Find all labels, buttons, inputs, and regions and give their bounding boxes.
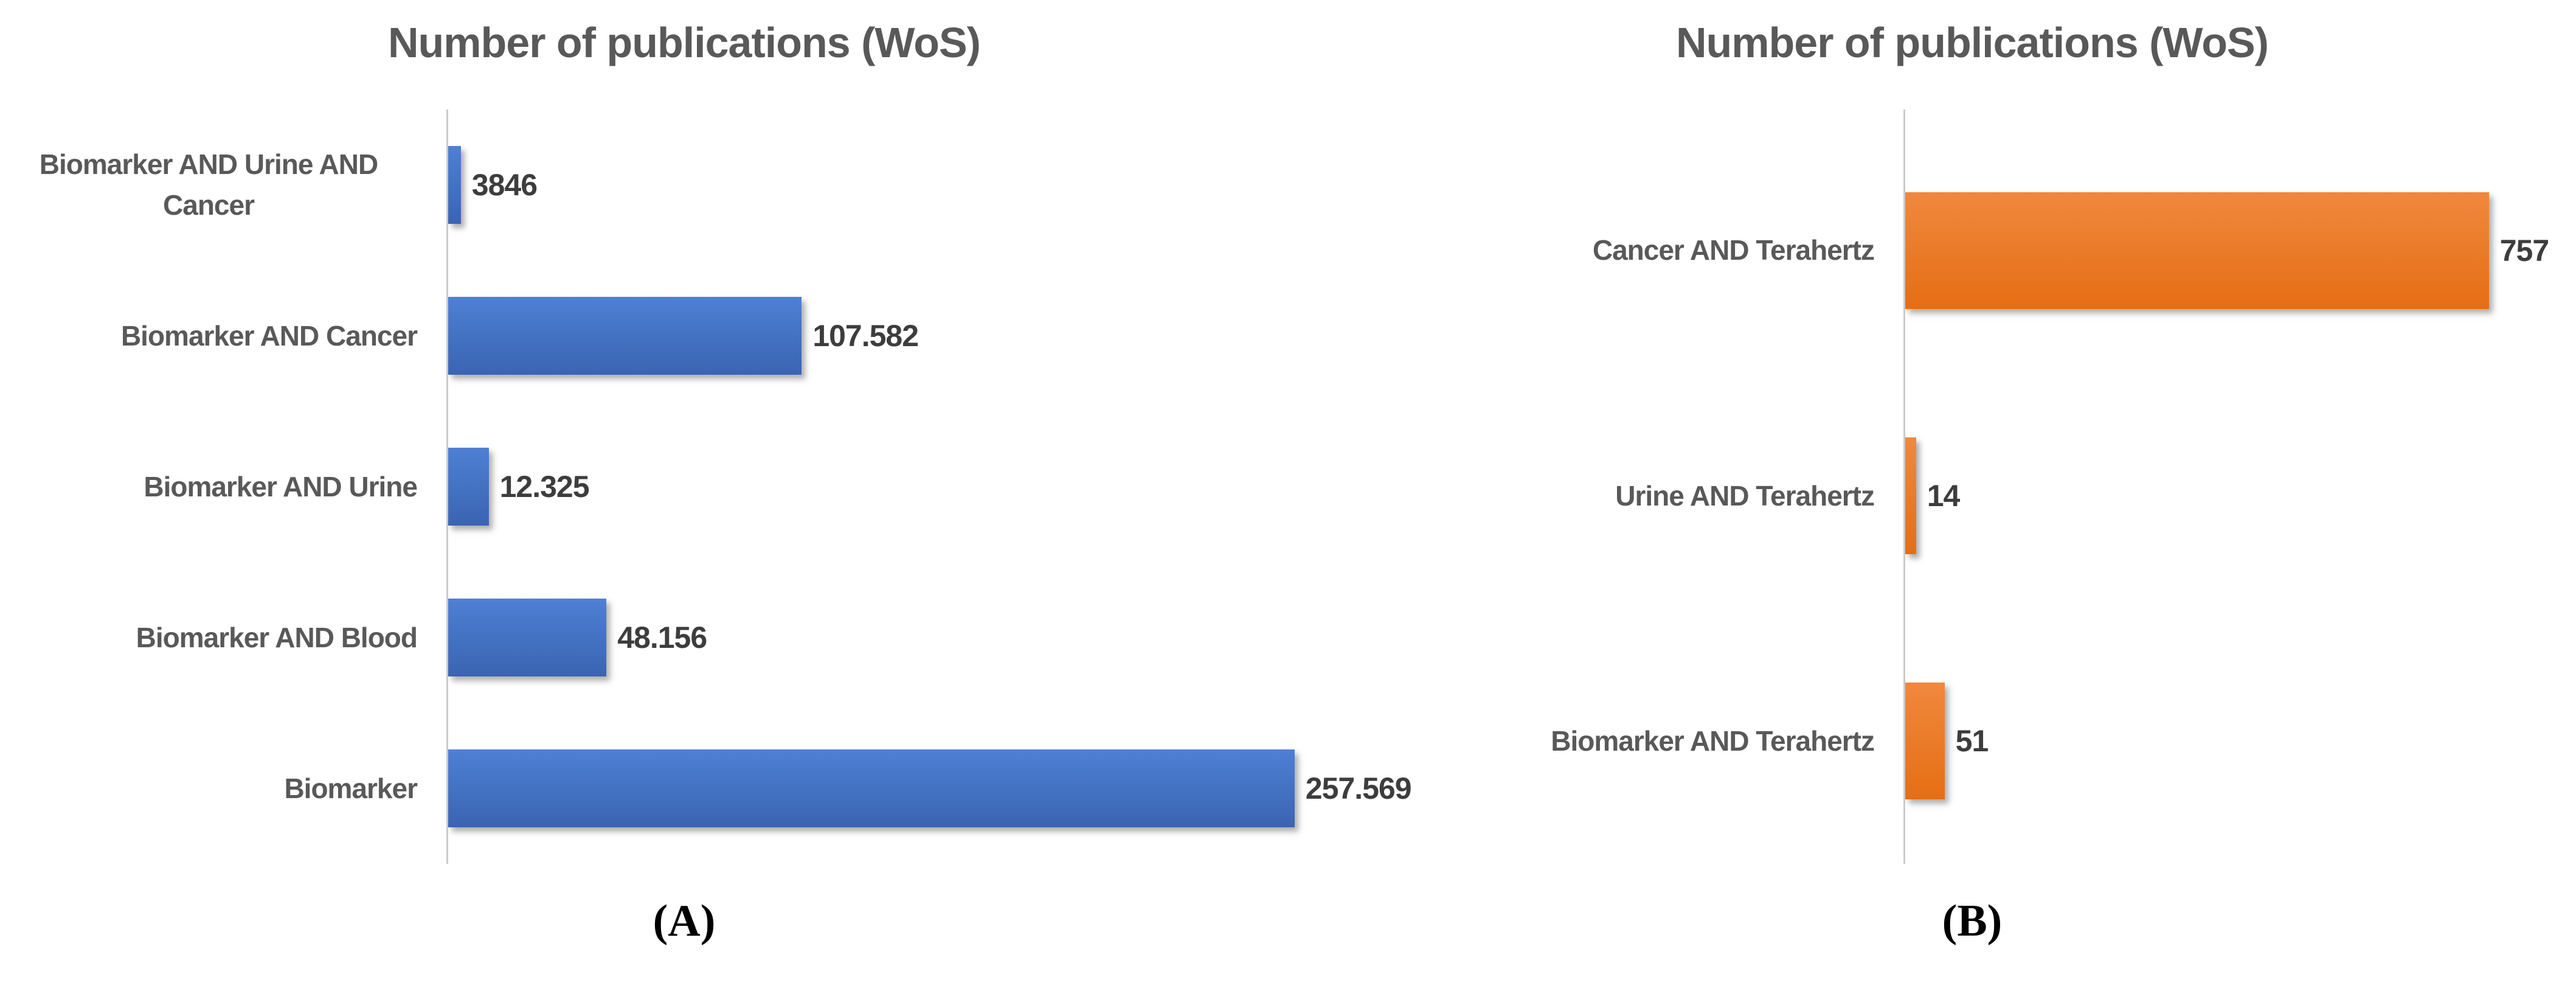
category-label: Biomarker AND Urine [144,470,418,502]
category-label: Biomarker [284,772,418,804]
category-label: Biomarker AND Cancer [120,319,418,352]
bar-track: 14 [1903,373,2576,618]
bar [1905,192,2489,309]
chart-title: Number of publications (WoS) [1675,19,2269,66]
chart-title: Number of publications (WoS) [387,19,981,66]
value-label: 14 [1927,478,1961,513]
chart-panel-b: Number of publications (WoS) Cancer AND … [1368,0,2576,994]
chart-panel-a: Number of publications (WoS) Biomarker A… [0,19,1412,946]
vertical-axis-line [1903,109,1905,864]
category-label: Urine AND Terahertz [1615,479,1875,512]
value-label: 257.569 [1305,771,1412,805]
bar-track: 3846 [446,109,1368,260]
bar-row: Biomarker AND Urine AND Cancer 3846 [0,109,1368,260]
bar-track: 12.325 [446,411,1368,562]
category-label: Biomarker AND Urine AND Cancer [39,148,378,221]
chart-plot-area: Cancer AND Terahertz 757 Urine AND Terah… [1368,109,2576,864]
bar-row: Cancer AND Terahertz 757 [1368,128,2576,373]
bar-row: Biomarker 257.569 [0,713,1412,864]
bar [448,749,1295,827]
value-label: 48.156 [617,620,707,655]
bar [448,146,461,224]
bar [448,448,489,526]
bar-track: 51 [1903,619,2576,864]
value-label: 107.582 [812,319,919,353]
bar-row: Biomarker AND Cancer 107.582 [0,260,1368,411]
value-label: 3846 [471,168,538,202]
bar-track: 48.156 [446,562,1368,713]
chart-plot-area: Biomarker AND Urine AND Cancer 3846 Biom… [0,109,1412,864]
bar-row: Biomarker AND Terahertz 51 [1368,619,2576,864]
bar-track: 257.569 [446,713,1412,864]
bar [1905,683,1945,800]
bar-track: 757 [1903,128,2576,373]
bar-row: Biomarker AND Urine 12.325 [0,411,1368,562]
bar [1905,437,1916,554]
value-label: 757 [2499,233,2549,268]
category-label: Biomarker AND Blood [136,621,418,653]
panel-label-b: (B) [1942,896,2003,946]
bar [448,297,802,375]
category-label: Cancer AND Terahertz [1592,234,1875,266]
vertical-axis-line [446,109,448,864]
bar-track: 107.582 [446,260,1368,411]
value-label: 51 [1955,724,1989,759]
value-label: 12.325 [499,470,590,504]
panel-label-a: (A) [653,896,716,946]
category-label: Biomarker AND Terahertz [1551,725,1875,757]
bar [448,599,607,676]
bar-row: Urine AND Terahertz 14 [1368,373,2576,618]
bar-row: Biomarker AND Blood 48.156 [0,562,1368,713]
